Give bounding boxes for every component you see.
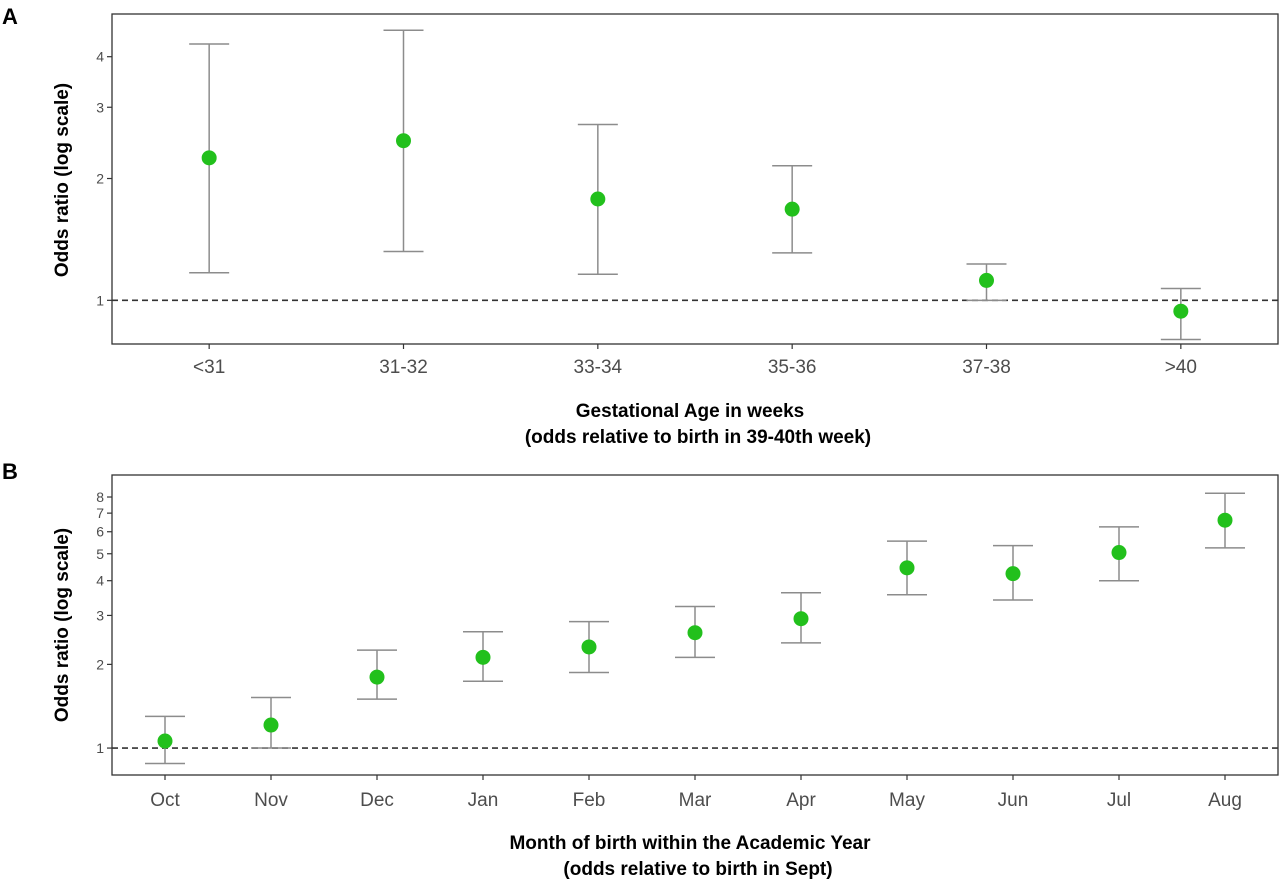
panel-a-plot-frame xyxy=(111,13,1279,345)
panel-b-x-tick-label: Feb xyxy=(573,790,606,811)
panel-a-y-tick-label: 3 xyxy=(96,99,104,115)
panel-b-y-title: Odds ratio (log scale) xyxy=(52,528,73,722)
panel-a-point xyxy=(590,191,606,207)
panel-b-point xyxy=(475,649,491,665)
panel-b-x-tick-label: Jan xyxy=(468,790,499,811)
panel-b-x-tick-label: May xyxy=(889,790,925,811)
panel-a-point xyxy=(396,133,411,149)
panel-a-x-tick-label: 35-36 xyxy=(768,357,817,378)
panel-a-x-tick-label: >40 xyxy=(1165,357,1197,378)
panel-b-x-tick-label: Oct xyxy=(150,790,180,811)
panel-b-x-tick-label: Jul xyxy=(1107,790,1131,811)
panel-a-x-title: Gestational Age in weeks xyxy=(576,401,804,422)
panel-a-y-tick-label: 1 xyxy=(96,292,104,308)
panel-b-point xyxy=(1005,566,1021,582)
panel-b-x-tick-label: Jun xyxy=(998,790,1029,811)
panel-a-x-subtitle: (odds relative to birth in 39-40th week) xyxy=(525,427,871,448)
panel-b-x-subtitle: (odds relative to birth in Sept) xyxy=(563,859,832,880)
panel-a: A 1 2 3 4 <31 31-32 33-34 35-36 37-38 >40 Gestat… xyxy=(2,4,1279,448)
panel-b-y-tick-label: 8 xyxy=(96,489,104,505)
panel-b-point xyxy=(1217,512,1233,528)
panel-a-x-tick-label: <31 xyxy=(193,357,225,378)
panel-a-y-axis: 1 2 3 4 xyxy=(96,49,112,308)
panel-b: B 1 2 3 4 5 6 78 Oct Nov Dec Jan Feb Mar Apr May Jun Ju… xyxy=(2,459,1279,880)
panel-b-point xyxy=(157,733,173,749)
panel-b-point xyxy=(581,639,597,655)
panel-b-label: B xyxy=(2,459,18,484)
panel-a-x-tick-label: 33-34 xyxy=(574,357,623,378)
panel-b-x-tick-label: Aug xyxy=(1208,790,1242,811)
panel-a-y-tick-label: 4 xyxy=(96,49,104,65)
panel-b-y-tick-label: 3 xyxy=(96,607,104,623)
panel-a-x-tick-label: 37-38 xyxy=(962,357,1011,378)
panel-b-x-tick-label: Mar xyxy=(679,790,712,811)
panel-b-point xyxy=(899,560,915,576)
panel-a-y-title: Odds ratio (log scale) xyxy=(52,83,73,277)
panel-b-point xyxy=(369,669,385,685)
panel-b-point xyxy=(263,717,279,733)
panel-a-point xyxy=(979,272,994,288)
panel-a-point xyxy=(784,201,800,217)
panel-b-x-axis: Oct Nov Dec Jan Feb Mar Apr May Jun Jul Aug xyxy=(150,775,1242,811)
panel-b-y-tick-label: 2 xyxy=(96,656,104,672)
panel-a-point xyxy=(201,150,217,166)
panel-b-x-tick-label: Apr xyxy=(786,790,816,811)
panel-b-y-tick-label: 7 xyxy=(96,505,104,521)
panel-a-x-axis: <31 31-32 33-34 35-36 37-38 >40 xyxy=(193,344,1197,378)
panel-b-y-tick-label: 1 xyxy=(96,740,104,756)
panel-a-y-tick-label: 2 xyxy=(96,171,104,187)
panel-b-y-tick-label: 4 xyxy=(96,573,104,589)
panel-b-point xyxy=(687,625,703,641)
panel-b-point xyxy=(1111,545,1127,561)
panel-b-marks xyxy=(145,492,1245,765)
panel-b-y-tick-label: 6 xyxy=(96,524,104,540)
panel-a-marks xyxy=(189,29,1201,341)
panel-b-y-tick-label: 5 xyxy=(96,546,104,562)
panel-b-point xyxy=(793,611,809,627)
panel-a-point xyxy=(1173,303,1189,319)
panel-a-x-tick-label: 31-32 xyxy=(379,357,428,378)
panel-b-x-tick-label: Nov xyxy=(254,790,288,811)
panel-b-x-title: Month of birth within the Academic Year xyxy=(509,833,871,854)
panel-b-y-axis: 1 2 3 4 5 6 78 xyxy=(96,489,112,756)
panel-b-x-tick-label: Dec xyxy=(360,790,394,811)
panel-a-label: A xyxy=(2,4,18,29)
